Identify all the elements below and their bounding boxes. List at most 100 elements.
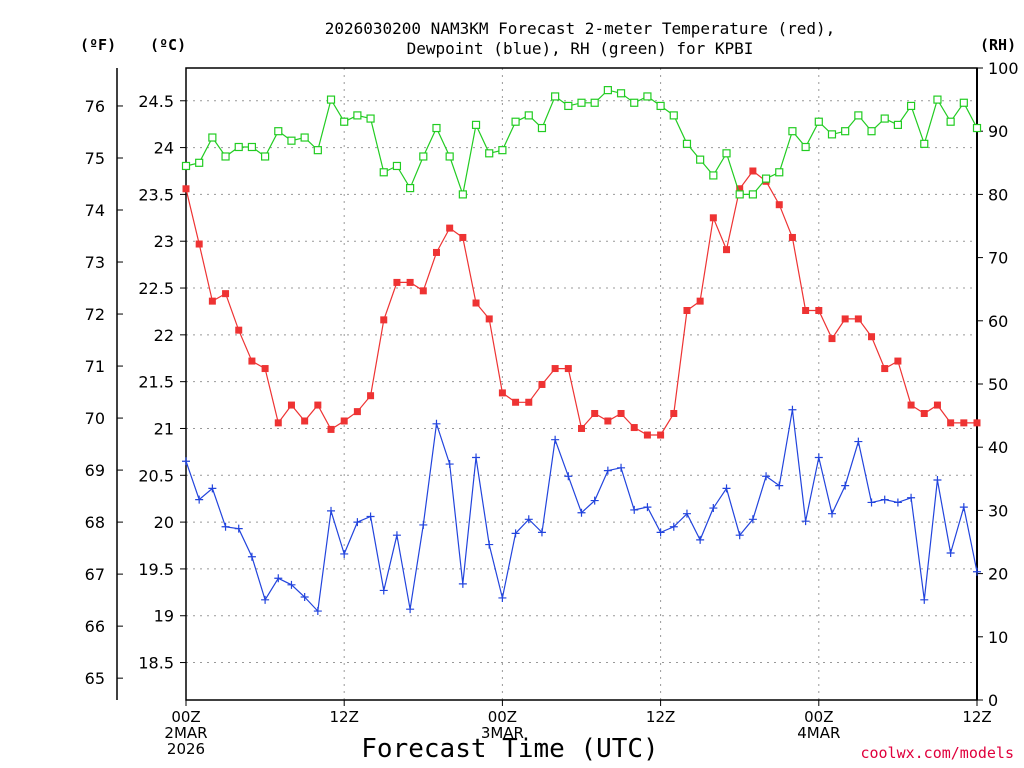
rh-point [537,123,547,133]
celsius-tick-label: 19 [154,607,174,626]
temperature-point [432,248,440,256]
temperature-point [683,307,691,315]
rh-tick-label: 70 [988,249,1008,268]
temperature-point [353,408,361,416]
rh-point [814,117,823,126]
temperature-point [551,365,559,373]
temperature-point [670,409,678,417]
dewpoint-point [827,509,836,518]
temperature-point [446,224,454,232]
temperature-point [301,417,309,425]
temperature-point [775,201,783,209]
dewpoint-point [485,540,494,549]
temperature-point [498,389,506,397]
rh-point [788,127,797,136]
celsius-tick-label: 20 [154,513,174,532]
rh-point [287,136,296,145]
temperature-point [736,185,744,193]
temperature-point [419,287,427,295]
dewpoint-point [907,493,916,502]
dewpoint-point [511,529,520,538]
dewpoint-point [261,595,270,604]
dewpoint-point [340,549,349,558]
celsius-tick-label: 22.5 [138,279,174,298]
rh-point [551,92,560,101]
temperature-point [538,380,546,388]
temperature-point [841,315,849,323]
rh-point [933,95,942,104]
temperature-point [525,398,533,406]
dewpoint-point [722,484,731,493]
temperature-point [274,419,282,427]
dewpoint-point [603,466,612,475]
rh-point [274,127,283,136]
temperature-point [182,185,190,193]
temperature-point [578,424,585,432]
dewpoint-point [775,481,784,490]
x-tick-label: 00Z [804,708,833,726]
rh-point [906,101,916,111]
rh-point [643,92,652,101]
rh-point [234,142,243,152]
dewpoint-point [617,463,626,472]
celsius-tick-label: 19.5 [138,560,174,579]
rh-point [696,155,705,164]
rh-tick-label: 90 [988,122,1008,141]
temperature-point [261,365,269,373]
temperature-point [380,316,388,324]
x-tick-label: 2026 [167,740,205,758]
dewpoint-point [379,586,388,595]
rh-point [195,158,204,167]
rh-point [471,120,481,129]
fahrenheit-unit-label: (ºF) [80,36,117,54]
temperature-point [657,431,665,439]
dewpoint-point [392,531,401,540]
rh-point [722,149,731,158]
temperature-point [630,424,638,432]
rh-point [827,130,837,139]
dewpoint-point [195,495,204,504]
temperature-point [973,419,981,427]
rh-tick-label: 100 [988,59,1019,78]
rh-tick-label: 60 [988,312,1008,331]
dewpoint-point [551,435,560,444]
celsius-unit-label: (ºC) [150,36,187,54]
rh-point [959,98,968,107]
rh-point [458,190,467,199]
x-tick-label: 3MAR [481,724,524,742]
fahrenheit-tick-label: 66 [85,617,105,636]
rh-point [261,152,270,161]
dewpoint-point [300,593,309,602]
rh-point [841,127,850,136]
dewpoint-point [973,567,981,576]
rh-tick-label: 0 [988,691,998,710]
dewpoint-point [893,498,902,507]
dewpoint-point [854,437,863,446]
temperature-point [828,335,836,343]
dewpoint-point [880,495,889,504]
rh-point [801,142,810,152]
celsius-tick-label: 24.5 [138,92,174,111]
celsius-tick-label: 22 [154,326,174,345]
dewpoint-point [537,528,546,537]
rh-point [181,161,191,171]
fahrenheit-tick-label: 72 [85,305,105,324]
x-axis-label: Forecast Time (UTC) [361,734,659,764]
dewpoint-point [590,496,599,505]
rh-point [353,111,362,120]
dewpoint-point [801,517,810,526]
rh-tick-label: 50 [988,375,1008,394]
series-line [185,170,977,436]
dewpoint-point [920,595,929,604]
rh-point [445,152,454,161]
dewpoint-point [577,508,586,517]
temperature-point [894,357,902,365]
temperature-point [920,409,928,417]
dewpoint-point [643,503,652,512]
site-credit: coolwx.com/models [860,744,1014,762]
rh-point [208,133,217,142]
rh-point [748,190,757,199]
temperature-point [723,246,731,254]
rh-point [432,123,441,133]
